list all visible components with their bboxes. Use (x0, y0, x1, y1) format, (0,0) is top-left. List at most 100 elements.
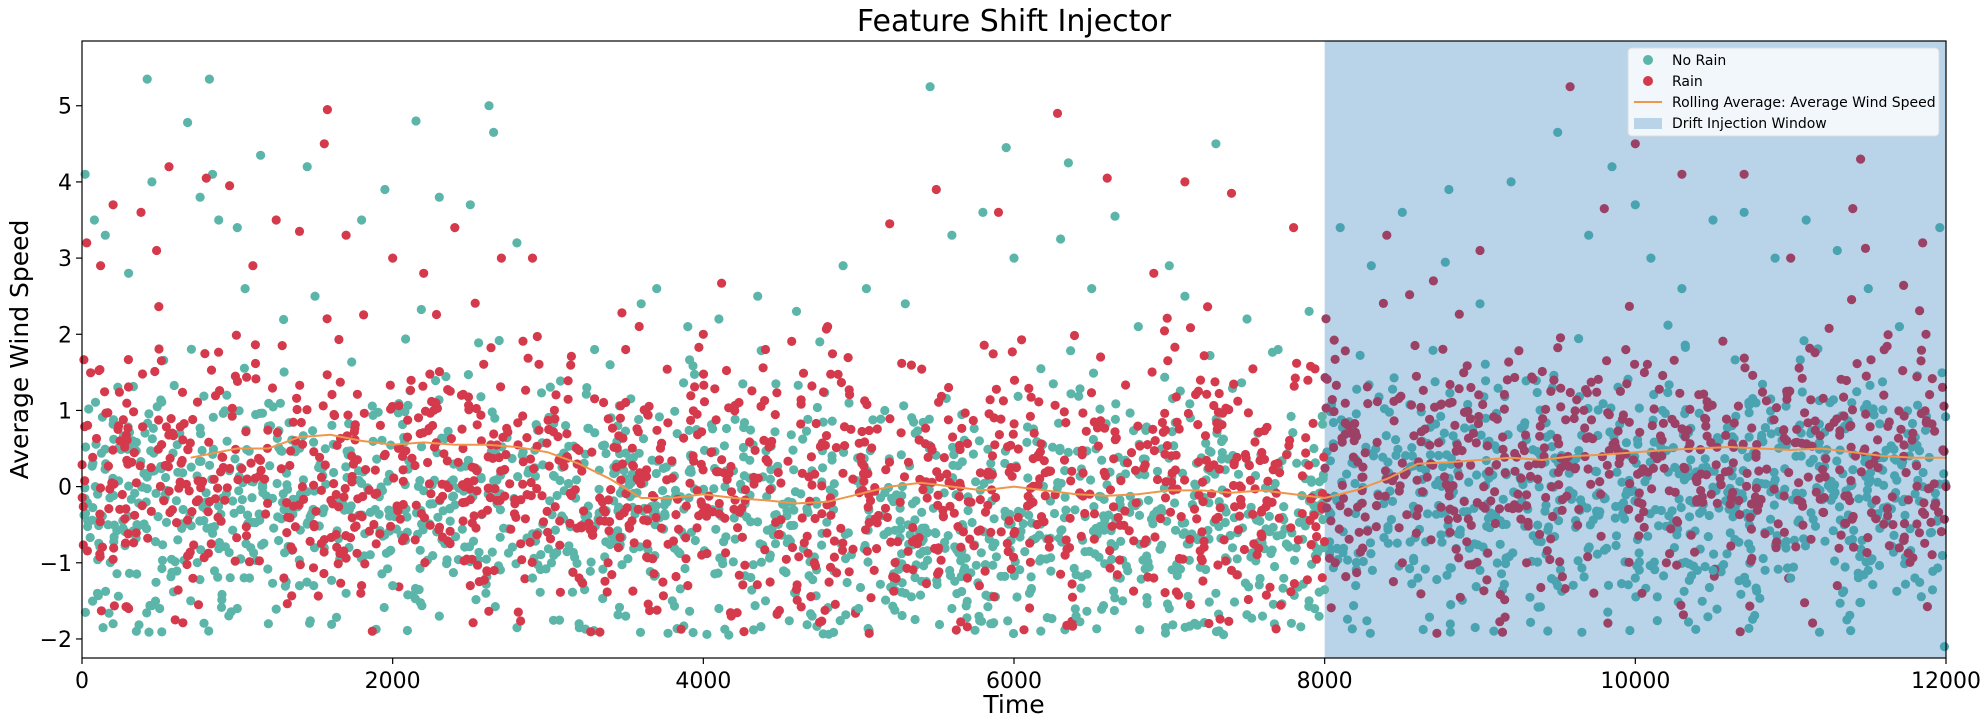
rain-point (1751, 483, 1761, 493)
rain-point (938, 512, 949, 522)
no-rain-point (1099, 525, 1109, 535)
rain-point (1165, 507, 1176, 517)
no-rain-point (1683, 617, 1694, 627)
rain-point (315, 452, 325, 462)
no-rain-point (130, 488, 140, 498)
no-rain-point (1874, 560, 1885, 571)
rain-point (810, 561, 821, 571)
no-rain-point (909, 417, 919, 427)
rain-point (563, 376, 573, 386)
rain-point (522, 433, 532, 443)
rain-point (1863, 533, 1873, 543)
rain-point (720, 513, 730, 523)
rain-point (1596, 489, 1606, 499)
no-rain-point (1424, 612, 1435, 622)
no-rain-point (1211, 139, 1221, 149)
rain-point (120, 538, 131, 548)
no-rain-point (357, 215, 367, 225)
x-tick-label: 6000 (986, 669, 1042, 694)
no-rain-point (157, 627, 167, 637)
rain-point (518, 479, 528, 489)
no-rain-point (327, 619, 337, 630)
no-rain-point (1708, 482, 1718, 492)
no-rain-point (271, 604, 281, 614)
no-rain-point (1611, 531, 1622, 541)
rain-point (1572, 395, 1582, 405)
no-rain-point (155, 603, 165, 614)
no-rain-point (204, 74, 214, 84)
no-rain-point (634, 448, 644, 458)
rain-point (1548, 511, 1558, 522)
rain-point (1035, 474, 1045, 484)
rain-point (1899, 280, 1909, 290)
rain-point (776, 478, 786, 488)
rain-point (844, 567, 854, 577)
no-rain-point (232, 223, 242, 233)
no-rain-point (171, 496, 181, 506)
no-rain-point (1481, 413, 1491, 423)
no-rain-point (1442, 570, 1452, 580)
rain-point (1013, 444, 1023, 454)
rain-point (78, 540, 88, 550)
rain-point (692, 486, 702, 496)
rain-point (350, 420, 360, 430)
no-rain-point (1810, 521, 1821, 531)
no-rain-point (1314, 611, 1324, 621)
rain-point (1321, 403, 1331, 413)
rain-point (1513, 489, 1523, 499)
rain-point (724, 468, 734, 478)
no-rain-point (83, 516, 93, 526)
rain-point (1275, 468, 1285, 478)
no-rain-point (915, 590, 926, 600)
rain-point (1149, 573, 1159, 583)
rain-point (954, 492, 964, 502)
rain-point (1308, 418, 1318, 428)
rain-point (668, 536, 679, 546)
rain-point (1728, 487, 1738, 498)
rain-point (1344, 534, 1354, 544)
rain-point (864, 628, 874, 639)
rain-point (1856, 467, 1866, 477)
no-rain-point (1621, 438, 1631, 448)
no-rain-point (1744, 623, 1754, 634)
no-rain-point (85, 532, 95, 543)
rain-point (737, 532, 747, 542)
rain-point (1570, 463, 1581, 473)
no-rain-point (1115, 495, 1125, 505)
rain-point (1452, 513, 1462, 524)
rain-point (1129, 536, 1139, 546)
rain-point (1241, 453, 1251, 463)
rain-point (936, 555, 946, 565)
no-rain-point (1425, 450, 1435, 460)
rain-point (991, 384, 1002, 394)
rain-point (357, 581, 367, 591)
rain-point (331, 489, 341, 500)
rain-point (869, 565, 879, 576)
rain-point (419, 268, 429, 278)
no-rain-point (1676, 502, 1686, 513)
no-rain-point (789, 505, 799, 515)
rain-point (837, 545, 848, 556)
no-rain-point (719, 537, 729, 547)
rain-point (758, 363, 768, 373)
rain-point (445, 539, 455, 549)
rain-point (154, 302, 164, 312)
no-rain-point (1306, 477, 1317, 487)
legend-no-rain-label: No Rain (1672, 53, 1726, 69)
rain-point (1912, 461, 1922, 471)
no-rain-point (490, 602, 500, 612)
rain-point (857, 426, 867, 437)
no-rain-point (1076, 583, 1086, 593)
rain-point (279, 573, 289, 583)
rain-point (889, 586, 899, 596)
rain-point (1267, 497, 1277, 507)
rain-point (1583, 464, 1593, 474)
rain-point (470, 463, 480, 473)
rain-point (1130, 465, 1141, 475)
rain-point (155, 481, 165, 491)
rain-point (586, 627, 596, 637)
no-rain-point (434, 192, 444, 202)
rain-point (334, 334, 344, 345)
rain-point (811, 418, 821, 429)
rain-point (822, 528, 832, 538)
